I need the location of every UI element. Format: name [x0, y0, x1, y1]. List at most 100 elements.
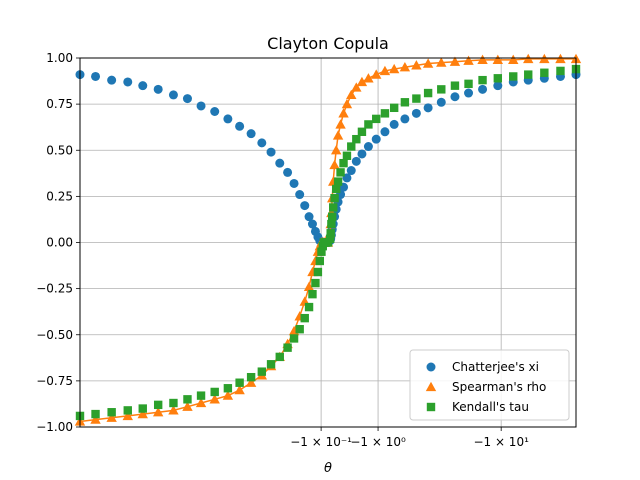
data-point: [222, 390, 234, 400]
data-point: [422, 58, 434, 68]
data-point: [436, 97, 446, 107]
data-point: [289, 334, 299, 343]
data-point: [283, 167, 293, 177]
data-point: [363, 142, 373, 152]
data-point: [509, 72, 518, 81]
data-point: [195, 397, 207, 408]
data-point: [183, 395, 192, 404]
data-point: [317, 247, 326, 256]
series-square: [75, 64, 581, 421]
legend: Chatterjee's xi Spearman's rho Kendall's t…: [409, 349, 570, 421]
chart-title: Clayton Copula: [267, 34, 389, 53]
data-point: [327, 219, 336, 229]
data-point: [152, 407, 164, 417]
data-point: [351, 156, 361, 166]
grid-lines: [80, 57, 576, 428]
legend-marker: [425, 381, 437, 392]
data-point: [477, 54, 488, 65]
data-point: [275, 158, 285, 168]
data-point: [300, 313, 309, 323]
data-point: [508, 54, 519, 65]
data-point: [153, 84, 163, 94]
data-point: [356, 76, 368, 87]
data-point: [137, 408, 148, 419]
data-point: [331, 184, 341, 194]
data-point: [380, 127, 390, 137]
data-point: [371, 69, 382, 79]
x-tick-label: −1 × 10⁰: [350, 435, 406, 449]
data-point: [266, 147, 276, 157]
data-point: [389, 119, 399, 129]
y-tick-label: 0.00: [46, 236, 73, 250]
y-tick-label: 0.50: [46, 143, 73, 157]
data-point: [168, 405, 179, 415]
data-point: [329, 159, 340, 170]
data-point: [91, 409, 100, 419]
data-point: [351, 82, 362, 92]
data-point: [138, 81, 148, 91]
data-point: [300, 201, 310, 211]
data-point: [400, 114, 410, 124]
data-point: [295, 325, 304, 334]
data-point: [275, 352, 284, 362]
data-point: [246, 129, 256, 139]
data-point: [339, 158, 348, 168]
data-point: [168, 90, 178, 100]
data-point: [423, 88, 433, 98]
data-point: [325, 234, 335, 244]
y-tick-label: −0.75: [36, 374, 73, 388]
data-point: [122, 410, 133, 421]
data-point: [182, 94, 192, 104]
data-point: [357, 127, 367, 136]
y-tick-label: 0.25: [46, 189, 73, 203]
data-point: [123, 406, 132, 415]
data-point: [90, 414, 101, 424]
data-point: [493, 74, 503, 83]
legend-label: Chatterjee's xi: [452, 360, 539, 374]
data-point: [91, 71, 101, 81]
data-point: [123, 77, 133, 87]
data-point: [303, 281, 315, 291]
data-point: [363, 73, 374, 83]
data-point: [257, 138, 267, 148]
data-point: [223, 384, 233, 393]
data-point: [540, 68, 549, 77]
x-tick-label: −1 × 10¹: [473, 435, 529, 449]
x-axis: −1 × 10⁻¹−1 × 10⁰ −1 × 10¹: [290, 427, 529, 449]
data-point: [411, 60, 422, 70]
data-point: [246, 372, 256, 382]
y-tick-label: −0.25: [36, 282, 73, 296]
data-point: [379, 65, 391, 76]
data-point: [389, 103, 399, 113]
data-point: [346, 166, 356, 176]
y-tick-label: 0.75: [46, 97, 73, 111]
x-tick-label: −1 × 10⁻¹: [290, 435, 352, 449]
data-point: [338, 108, 349, 118]
data-point: [283, 343, 292, 352]
data-point: [210, 387, 219, 397]
legend-entries: Chatterjee's xi Spearman's rho Kendall's t…: [425, 360, 546, 414]
data-point: [450, 81, 460, 90]
data-point: [388, 63, 400, 74]
data-point: [364, 120, 373, 129]
data-point: [235, 121, 245, 131]
y-tick-label: −0.50: [36, 328, 73, 342]
data-point: [328, 212, 337, 221]
data-point: [313, 267, 323, 277]
data-point: [436, 57, 447, 67]
series-layer: [74, 53, 582, 426]
data-point: [308, 289, 317, 299]
data-point: [411, 108, 421, 118]
data-point: [196, 101, 206, 111]
data-point: [450, 92, 460, 102]
data-point: [106, 412, 117, 422]
data-point: [437, 85, 446, 94]
data-point: [311, 278, 320, 288]
data-point: [295, 190, 305, 200]
data-point: [182, 401, 193, 411]
data-point: [209, 394, 220, 404]
data-point: [335, 119, 346, 129]
data-point: [333, 177, 343, 186]
data-point: [357, 149, 367, 159]
